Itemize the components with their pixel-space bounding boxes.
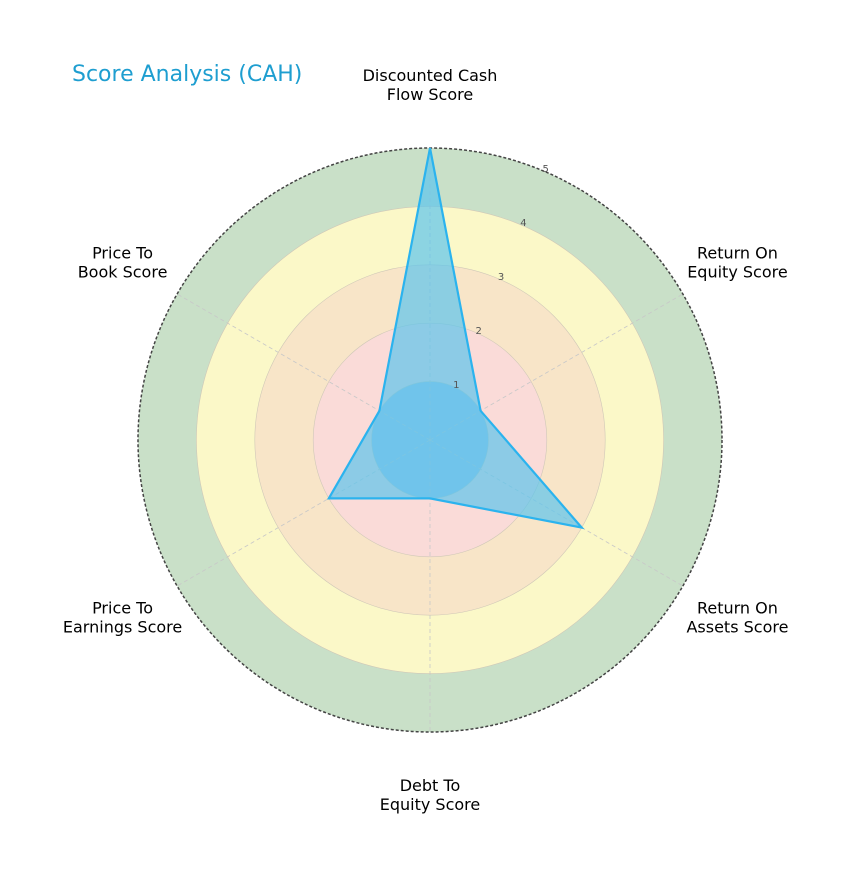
category-label-line: Return On [697,599,778,618]
category-label: Return On Equity Score [687,244,788,282]
score-series [326,147,585,530]
score-polygon [326,147,585,530]
radial-tick-labels: 1 2 3 4 5 [453,164,549,391]
category-label-line: Return On [697,244,778,263]
tick-label: 5 [543,164,549,175]
tick-label: 4 [520,218,526,229]
category-label: Debt To Equity Score [380,776,481,814]
category-label-line: Price To [92,599,153,618]
category-label-line: Book Score [78,263,168,282]
category-label: Price To Earnings Score [63,599,182,637]
chart-title: Score Analysis (CAH) [72,62,302,87]
tick-label: 2 [476,326,482,337]
category-label-line: Debt To [400,776,461,795]
category-label-line: Assets Score [686,618,788,637]
category-label-line: Equity Score [380,795,481,814]
category-label: Price To Book Score [78,244,168,282]
category-label-line: Price To [92,244,153,263]
category-label-line: Discounted Cash [363,66,498,85]
category-label: Discounted Cash Flow Score [363,66,498,104]
category-label: Return On Assets Score [686,599,788,637]
category-label-line: Earnings Score [63,618,182,637]
tick-label: 3 [498,272,504,283]
category-label-line: Flow Score [387,85,473,104]
tick-label: 1 [453,380,459,391]
category-label-line: Equity Score [687,263,788,282]
